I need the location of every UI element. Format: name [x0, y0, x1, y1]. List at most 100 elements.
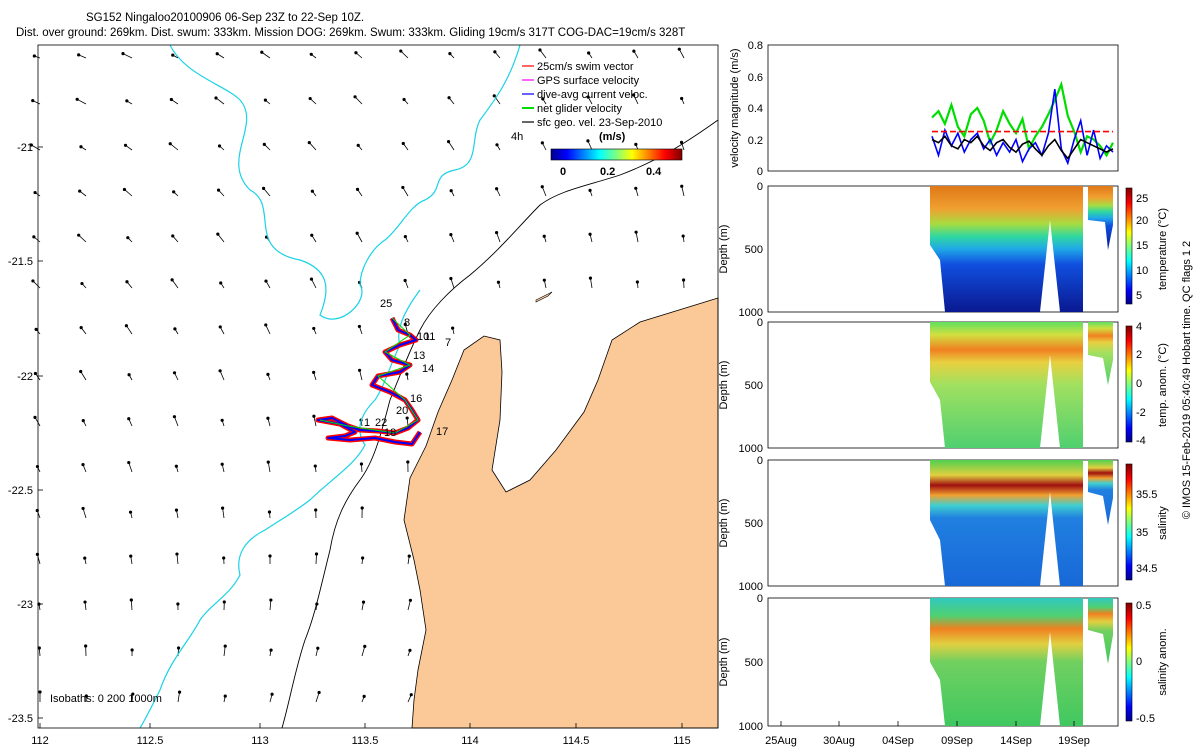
map-xtick-113.5: 113.5: [352, 735, 379, 747]
current-vector-head: [127, 373, 131, 377]
figure-title-line1: SG152 Ningaloo20100906 06-Sep 23Z to 22-…: [86, 12, 364, 24]
salinity-panel: 0 500 1000 Depth (m) 35.5 35 34.5 salini…: [718, 455, 1169, 593]
day-label-25: 25: [380, 298, 392, 310]
current-vector-head: [679, 140, 684, 144]
salinity-anom-ylabel: Depth (m): [718, 638, 730, 687]
current-vector: [219, 370, 225, 381]
current-vector: [356, 233, 363, 243]
current-vector-head: [222, 600, 226, 604]
current-vector-head: [270, 692, 274, 696]
current-vector-head: [363, 644, 367, 648]
day-label-14: 14: [422, 363, 434, 375]
current-vector: [169, 143, 179, 151]
legend-note: 4h: [511, 131, 523, 143]
current-vector-head: [81, 462, 85, 467]
current-vector-head: [588, 188, 592, 192]
current-vector: [215, 97, 225, 105]
time-axis-labels: 25Aug 30Aug 04Sep 09Sep 14Sep 19Sep: [765, 735, 1090, 747]
time-tick-25aug: 25Aug: [765, 735, 797, 747]
current-vector: [130, 599, 133, 611]
current-vector-head: [356, 143, 360, 147]
current-vector: [309, 142, 317, 151]
temp-cbar-5: 5: [1136, 290, 1142, 302]
current-vector: [34, 417, 41, 427]
temp-anom-section: [930, 322, 1083, 448]
current-vector: [267, 462, 271, 473]
salinity-anom-cbar-ticks: 0.5 0 -0.5: [1136, 600, 1155, 725]
current-vector-head: [541, 97, 545, 101]
legend-dac: dive-avg current veloc.: [537, 89, 648, 101]
current-vector-head: [75, 97, 79, 101]
current-vector-head: [635, 280, 639, 284]
day-label-8: 8: [404, 317, 410, 329]
current-vector-head: [312, 326, 316, 331]
current-vector: [681, 186, 685, 197]
current-vector-head: [677, 47, 681, 51]
current-vector-head: [79, 145, 83, 149]
current-vector-head: [35, 552, 40, 556]
current-vector-head: [267, 510, 272, 514]
current-vector: [359, 370, 363, 381]
time-tick-30aug: 30Aug: [823, 735, 855, 747]
current-vector-head: [357, 324, 361, 329]
map-ytick-21.5: -21.5: [8, 256, 33, 268]
time-tick-19sep: 19Sep: [1058, 735, 1090, 747]
map-xtick-114.5: 114.5: [563, 735, 590, 747]
isobath-200m-north: [169, 44, 521, 320]
current-vector-head: [495, 187, 499, 191]
current-vector-head: [312, 414, 316, 418]
salinity-section: [930, 460, 1083, 586]
current-vector-head: [175, 552, 179, 556]
current-vector: [76, 98, 87, 105]
temp-anom-colorbar: [1125, 325, 1133, 443]
velocity-axes-box: [767, 44, 1119, 172]
temperature-section-2: [1088, 186, 1113, 250]
current-vector-head: [588, 276, 593, 280]
current-vector-head: [83, 600, 87, 604]
temp-cbar-15: 15: [1136, 240, 1148, 252]
map-xtick-115: 115: [673, 735, 691, 747]
map-xtick-114: 114: [461, 735, 479, 747]
map-panel: 25 8 10 11 13 14 16 20 22 1 18 17 7 25cm…: [8, 44, 719, 747]
current-vector-head: [131, 692, 135, 696]
current-vector-head: [77, 233, 81, 237]
current-vector-head: [172, 415, 177, 419]
current-vector-head: [405, 416, 409, 420]
current-vector: [217, 233, 225, 243]
current-vector: [124, 189, 133, 197]
salinity-anom-colorbar: [1125, 602, 1133, 722]
current-vector-head: [168, 142, 172, 146]
speed-colorbar: [550, 148, 683, 161]
current-vector-head: [266, 372, 270, 376]
current-vector-head: [632, 49, 636, 53]
map-ytick-22.5: -22.5: [8, 485, 33, 497]
current-vector-head: [317, 690, 321, 695]
current-vector-head: [362, 694, 366, 698]
current-vector-head: [492, 94, 496, 98]
current-vector-head: [169, 97, 173, 102]
current-vector-head: [125, 280, 129, 284]
current-vector-head: [314, 552, 319, 556]
current-vector-head: [125, 99, 129, 103]
current-vector-head: [354, 51, 358, 55]
salinity-section-2: [1088, 460, 1113, 525]
velocity-series-line: [931, 80, 1114, 158]
sal-cbar-35: 35: [1136, 527, 1148, 539]
current-vector: [587, 140, 593, 151]
current-vector-head: [542, 234, 546, 238]
current-vector-head: [172, 190, 176, 194]
tanom-cbar-m2: -2: [1136, 407, 1146, 419]
salinity-anom-cbar-label: salinity anom.: [1157, 628, 1169, 695]
time-tick-09sep: 09Sep: [941, 735, 973, 747]
current-vector: [493, 95, 501, 105]
current-vector-head: [128, 510, 133, 514]
current-vector-head: [83, 556, 87, 560]
tanom-ytick-0: 0: [757, 317, 763, 329]
current-vector-head: [264, 279, 268, 283]
current-vector-head: [173, 327, 177, 331]
current-vector-head: [33, 371, 38, 376]
temp-ytick-500: 500: [745, 244, 763, 256]
salinity-anom-y-ticks: 0 500 1000: [739, 593, 763, 733]
current-vector-head: [634, 186, 638, 190]
tanom-ytick-1000: 1000: [739, 443, 763, 455]
